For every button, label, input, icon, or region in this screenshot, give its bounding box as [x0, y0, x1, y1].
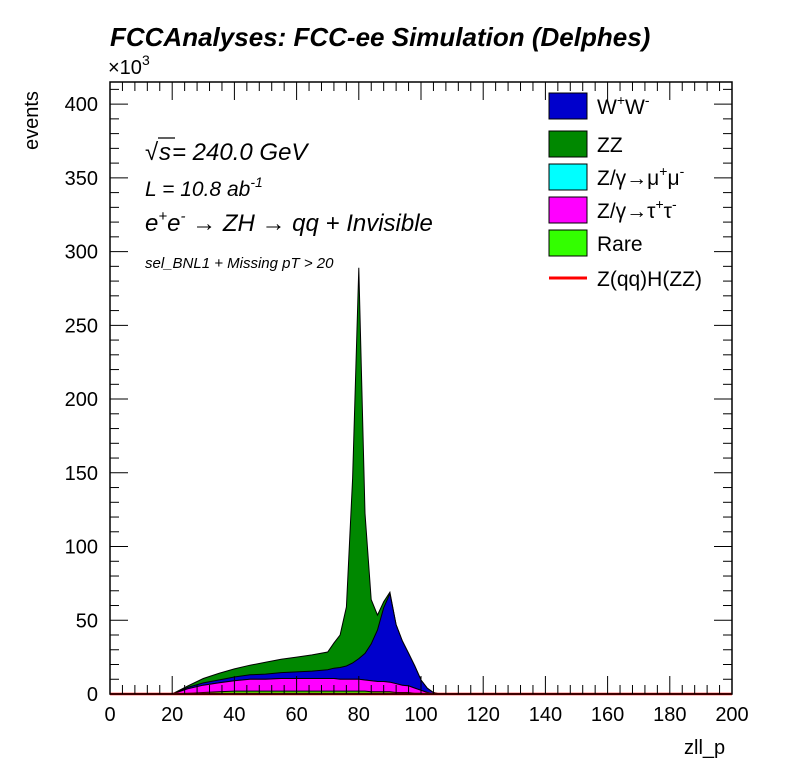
x-tick-label: 20	[161, 704, 183, 726]
legend-entry-signal: Z(qq)H(ZZ)	[549, 268, 702, 291]
legend-label-signal: Z(qq)H(ZZ)	[597, 268, 702, 291]
y-tick-label: 400	[65, 94, 98, 116]
legend-swatch-rare	[548, 229, 588, 257]
x-tick-label: 200	[715, 704, 748, 726]
legend-label-ww: W+W-	[597, 92, 650, 119]
x-tick-label: 40	[223, 704, 245, 726]
annotation-process: e+e- → ZH → qq + Invisible	[145, 208, 433, 237]
x-tick-label: 80	[348, 704, 370, 726]
sqrt-symbol: √	[145, 139, 159, 166]
x-tick-label: 140	[529, 704, 562, 726]
legend-label-mumu: Z/γ→μ+μ-	[597, 163, 685, 190]
y-tick-label: 150	[65, 463, 98, 485]
x-tick-label: 120	[467, 704, 500, 726]
legend-entry-zz: ZZ	[548, 130, 623, 158]
x-tick-label: 180	[653, 704, 686, 726]
y-tick-label: 250	[65, 315, 98, 337]
y-tick-label: 200	[65, 389, 98, 411]
y-tick-label: 0	[87, 684, 98, 706]
legend-entry-mumu: Z/γ→μ+μ-	[548, 163, 685, 191]
annotation-lumi: L = 10.8 ab-1	[145, 174, 263, 201]
x-axis-label: zll_p	[684, 737, 725, 759]
y-tick-label: 50	[76, 610, 98, 632]
axis-ticks	[109, 82, 733, 695]
legend-entry-ww: W+W-	[548, 92, 650, 120]
stack-area-tautau	[172, 678, 440, 695]
annotation-energy: = 240.0 GeV	[172, 139, 309, 166]
y-tick-label: 100	[65, 537, 98, 559]
stack-area-zz	[171, 267, 440, 695]
x-tick-label: 0	[104, 704, 115, 726]
annotation-selection: sel_BNL1 + Missing pT > 20	[145, 255, 334, 272]
legend: W+W- ZZ Z/γ→μ+μ- Z/γ→τ+τ- Rare Z(qq)H(ZZ…	[548, 92, 702, 291]
legend-label-zz: ZZ	[597, 134, 623, 157]
annotation-sqrt-s: s	[159, 139, 171, 166]
legend-label-tautau: Z/γ→τ+τ-	[597, 196, 677, 223]
y-tick-label: 350	[65, 168, 98, 190]
legend-swatch-zz	[548, 130, 588, 158]
stacked-histogram	[171, 267, 440, 695]
y-tick-label: 300	[65, 242, 98, 264]
chart-title: FCCAnalyses: FCC-ee Simulation (Delphes)	[110, 22, 650, 52]
legend-swatch-tautau	[548, 196, 588, 224]
x-tick-labels: 0 20 40 60 80 100 120 140 160 180 200	[104, 704, 748, 726]
legend-swatch-ww	[548, 92, 588, 120]
annotation-block: √ s = 240.0 GeV L = 10.8 ab-1 e+e- → ZH …	[145, 137, 433, 272]
y-tick-labels: 0 50 100 150 200 250 300 350 400	[65, 94, 98, 706]
x-tick-label: 100	[404, 704, 437, 726]
x-tick-label: 60	[285, 704, 307, 726]
legend-entry-rare: Rare	[548, 229, 643, 257]
y-axis-label: events	[21, 91, 43, 150]
stack-area-ww	[172, 592, 440, 695]
y-exponent-label: ×103	[108, 52, 150, 79]
legend-label-rare: Rare	[597, 233, 643, 256]
x-tick-label: 160	[591, 704, 624, 726]
legend-swatch-mumu	[548, 163, 588, 191]
legend-entry-tautau: Z/γ→τ+τ-	[548, 196, 677, 224]
